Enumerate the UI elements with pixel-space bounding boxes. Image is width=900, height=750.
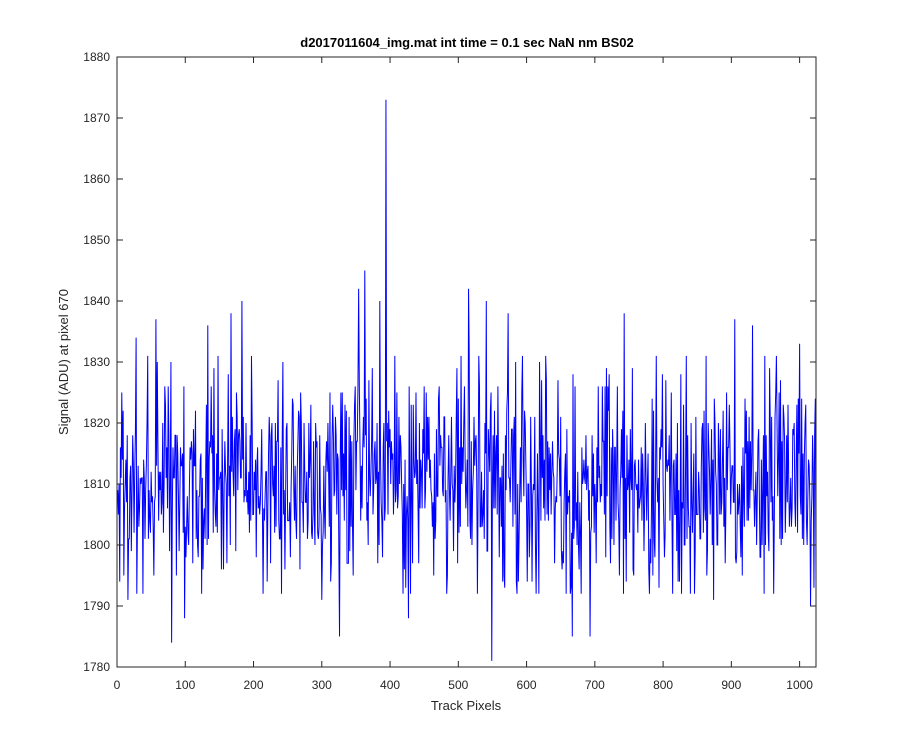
y-axis-label: Signal (ADU) at pixel 670 xyxy=(56,289,71,435)
x-tick-label: 100 xyxy=(175,678,195,692)
y-tick-label: 1810 xyxy=(83,477,110,491)
signal-series-line xyxy=(117,99,817,661)
x-axis: 0 100 200 300 400 500 600 700 800 900 1000 xyxy=(114,57,813,692)
y-tick-label: 1790 xyxy=(83,599,110,613)
y-axis: 1780 1790 1800 1810 1820 1830 1840 1850 1860 1870… xyxy=(83,50,816,674)
x-tick-label: 1000 xyxy=(786,678,813,692)
y-tick-label: 1780 xyxy=(83,660,110,674)
chart-title: d2017011604_img.mat int time = 0.1 sec N… xyxy=(300,35,633,50)
x-tick-label: 400 xyxy=(380,678,400,692)
axes-background xyxy=(117,57,816,667)
y-tick-label: 1820 xyxy=(83,416,110,430)
y-tick-label: 1830 xyxy=(83,355,110,369)
plot-area xyxy=(116,56,817,668)
x-tick-label: 900 xyxy=(721,678,741,692)
y-tick-label: 1850 xyxy=(83,233,110,247)
x-tick-label: 500 xyxy=(448,678,468,692)
y-tick-label: 1800 xyxy=(83,538,110,552)
x-tick-label: 700 xyxy=(585,678,605,692)
y-tick-label: 1860 xyxy=(83,172,110,186)
x-tick-label: 800 xyxy=(653,678,673,692)
x-tick-label: 200 xyxy=(244,678,264,692)
x-tick-label: 300 xyxy=(312,678,332,692)
x-axis-label: Track Pixels xyxy=(431,698,502,713)
x-tick-label: 0 xyxy=(114,678,121,692)
y-tick-label: 1840 xyxy=(83,294,110,308)
y-tick-label: 1880 xyxy=(83,50,110,64)
x-tick-label: 600 xyxy=(517,678,537,692)
y-tick-label: 1870 xyxy=(83,111,110,125)
